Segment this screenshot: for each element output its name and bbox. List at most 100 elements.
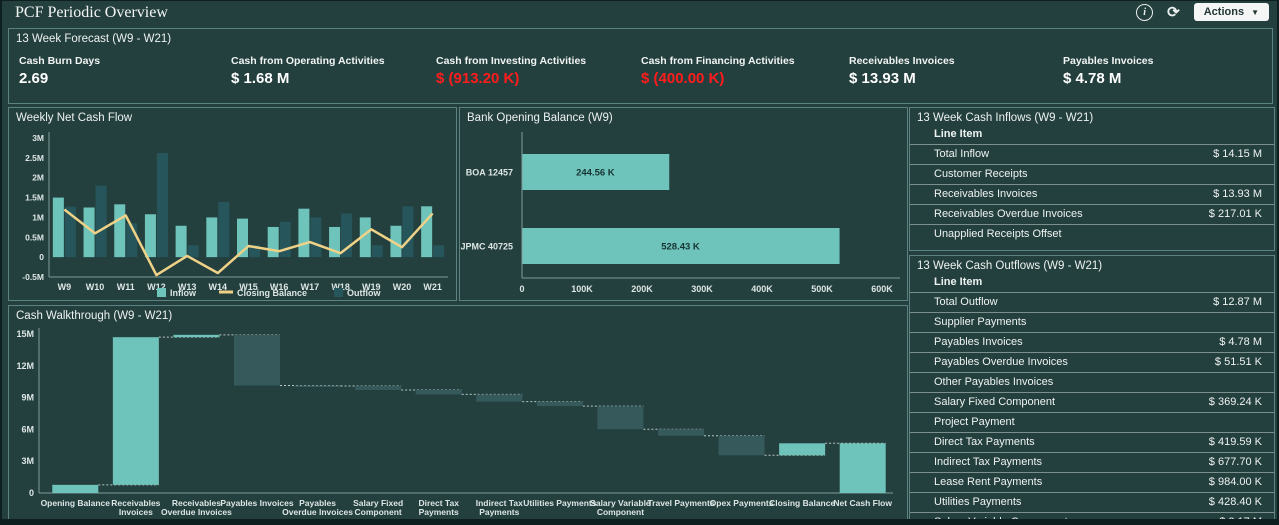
svg-text:300K: 300K	[691, 284, 713, 294]
outflows-table-title: 13 Week Cash Outflows (W9 - W21)	[917, 260, 1103, 272]
line-item-value: $ 51.51 K	[1214, 356, 1262, 368]
svg-text:Overdue Invoices: Overdue Invoices	[161, 507, 232, 517]
bank-chart-title: Bank Opening Balance (W9)	[467, 112, 613, 124]
forecast-panel-title: 13 Week Forecast (W9 - W21)	[16, 33, 172, 45]
svg-text:Net Cash Flow: Net Cash Flow	[833, 498, 892, 508]
svg-text:Utilities Payments: Utilities Payments	[523, 498, 596, 508]
kpi-value: 2.69	[19, 70, 49, 87]
table-row[interactable]: Receivables Overdue Invoices $ 217.01 K	[910, 204, 1274, 224]
table-row[interactable]: Lease Rent Payments $ 984.00 K	[910, 472, 1274, 492]
refresh-icon[interactable]: ⟳	[1167, 3, 1180, 21]
svg-text:Payables: Payables	[299, 498, 336, 508]
svg-text:Closing Balance: Closing Balance	[769, 498, 835, 508]
line-item-label: Project Payment	[934, 416, 1015, 428]
svg-text:400K: 400K	[751, 284, 773, 294]
line-item-label: Supplier Payments	[934, 316, 1027, 328]
svg-text:500K: 500K	[811, 284, 833, 294]
table-row[interactable]: Total Inflow $ 14.15 M	[910, 144, 1274, 164]
table-row[interactable]: Unapplied Receipts Offset	[910, 224, 1274, 244]
bank-opening-balance-chart[interactable]: 0 100K 200K 300K 400K 500K 600K 244.56 K BOA 124…	[460, 124, 907, 300]
svg-text:Opening Balance: Opening Balance	[41, 498, 111, 508]
page-title: PCF Periodic Overview	[15, 4, 168, 21]
svg-text:100K: 100K	[571, 284, 593, 294]
line-item-label: Receivables Invoices	[934, 188, 1038, 200]
svg-text:W11: W11	[117, 282, 135, 292]
kpi-label: Cash from Investing Activities	[436, 55, 587, 67]
table-row[interactable]: Customer Receipts	[910, 164, 1274, 184]
table-row[interactable]: Utilities Payments $ 428.40 K	[910, 492, 1274, 512]
kpi-item: Receivables Invoices $ 13.93 M	[849, 55, 955, 87]
line-item-label: Other Payables Invoices	[934, 376, 1054, 388]
line-item-value: $ 677.70 K	[1208, 456, 1262, 468]
svg-text:0: 0	[39, 252, 44, 262]
kpi-value: $ 1.68 M	[231, 70, 290, 87]
svg-text:528.43 K: 528.43 K	[661, 242, 700, 253]
svg-text:W21: W21	[423, 282, 442, 292]
kpi-value: $ 13.93 M	[849, 70, 916, 87]
table-row[interactable]: Payables Invoices $ 4.78 M	[910, 332, 1274, 352]
line-item-label: Receivables Overdue Invoices	[934, 208, 1083, 220]
svg-text:W15: W15	[239, 282, 258, 292]
svg-text:W12: W12	[147, 282, 166, 292]
svg-text:Travel Payments: Travel Payments	[647, 498, 714, 508]
svg-text:244.56 K: 244.56 K	[576, 168, 615, 179]
kpi-item: Cash from Investing Activities $ (913.20 …	[436, 55, 586, 87]
kpi-item: Cash from Financing Activities $ (400.00 …	[641, 55, 795, 87]
waterfall-chart-title: Cash Walkthrough (W9 - W21)	[16, 310, 173, 322]
table-row[interactable]: Indirect Tax Payments $ 677.70 K	[910, 452, 1274, 472]
kpi-label: Cash from Financing Activities	[641, 55, 795, 67]
top-controls: i ⟳ Actions ▼	[1136, 3, 1269, 21]
line-item-value: $ 428.40 K	[1208, 496, 1262, 508]
svg-text:0.5M: 0.5M	[25, 232, 44, 242]
actions-button[interactable]: Actions ▼	[1193, 3, 1269, 21]
line-item-value: $ 419.59 K	[1208, 436, 1262, 448]
line-item-value: $ 984.00 K	[1208, 476, 1262, 488]
dropdown-arrow-icon: ▼	[1251, 7, 1259, 17]
svg-text:Closing Balance: Closing Balance	[237, 288, 307, 298]
svg-text:600K: 600K	[871, 284, 893, 294]
line-item-label: Total Outflow	[934, 296, 998, 308]
forecast-kpi-panel: 13 Week Forecast (W9 - W21) Cash Burn Da…	[8, 28, 1273, 104]
kpi-label: Cash from Operating Activities	[231, 55, 385, 67]
table-row[interactable]: Receivables Invoices $ 13.93 M	[910, 184, 1274, 204]
line-item-label: Unapplied Receipts Offset	[934, 228, 1062, 240]
table-row[interactable]: Payables Overdue Invoices $ 51.51 K	[910, 352, 1274, 372]
line-item-value: $ 2.17 M	[1219, 513, 1262, 519]
line-item-label: Payables Overdue Invoices	[934, 356, 1068, 368]
line-item-label: Lease Rent Payments	[934, 476, 1043, 488]
table-row[interactable]: Project Payment	[910, 412, 1274, 432]
svg-text:Direct Tax: Direct Tax	[418, 498, 459, 508]
kpi-label: Payables Invoices	[1063, 55, 1154, 67]
line-item-value: $ 13.93 M	[1213, 188, 1262, 200]
kpi-label: Receivables Invoices	[849, 55, 955, 67]
weekly-chart-title: Weekly Net Cash Flow	[16, 112, 133, 124]
svg-text:0: 0	[519, 284, 524, 294]
cash-walkthrough-panel: Cash Walkthrough (W9 - W21) 15M 12M 9M 6M 3M…	[8, 305, 908, 519]
svg-text:1.5M: 1.5M	[25, 193, 44, 203]
svg-text:Outflow: Outflow	[347, 288, 381, 298]
table-row[interactable]: Salary Variable Component $ 2.17 M	[910, 512, 1274, 519]
cash-walkthrough-chart[interactable]: 15M 12M 9M 6M 3M 0 Opening Balance Receivables I…	[9, 322, 907, 519]
kpi-item: Cash from Operating Activities $ 1.68 M	[231, 55, 385, 87]
kpi-value: $ (913.20 K)	[436, 70, 520, 87]
inflows-table-title: 13 Week Cash Inflows (W9 - W21)	[917, 112, 1094, 124]
line-item-label: Customer Receipts	[934, 168, 1028, 180]
weekly-net-cash-flow-chart[interactable]: 3M 2.5M 2M 1.5M 1M 0.5M 0 -0.5M W9 W10 W11 W12 W13 W1…	[9, 124, 456, 300]
svg-text:Receivables: Receivables	[172, 498, 221, 508]
table-row[interactable]: Direct Tax Payments $ 419.59 K	[910, 432, 1274, 452]
table-row[interactable]: Salary Fixed Component $ 369.24 K	[910, 392, 1274, 412]
line-item-label: Indirect Tax Payments	[934, 456, 1043, 468]
svg-text:1M: 1M	[32, 212, 44, 222]
kpi-value: $ 4.78 M	[1063, 70, 1122, 87]
svg-text:2M: 2M	[32, 173, 44, 183]
table-row[interactable]: Total Outflow $ 12.87 M	[910, 292, 1274, 312]
svg-text:W17: W17	[301, 282, 320, 292]
svg-text:W18: W18	[331, 282, 350, 292]
line-item-value: $ 369.24 K	[1208, 396, 1262, 408]
line-item-label: Salary Fixed Component	[934, 396, 1056, 408]
info-icon[interactable]: i	[1136, 3, 1154, 21]
table-row[interactable]: Supplier Payments	[910, 312, 1274, 332]
table-row[interactable]: Other Payables Invoices	[910, 372, 1274, 392]
actions-button-label: Actions	[1203, 6, 1245, 18]
